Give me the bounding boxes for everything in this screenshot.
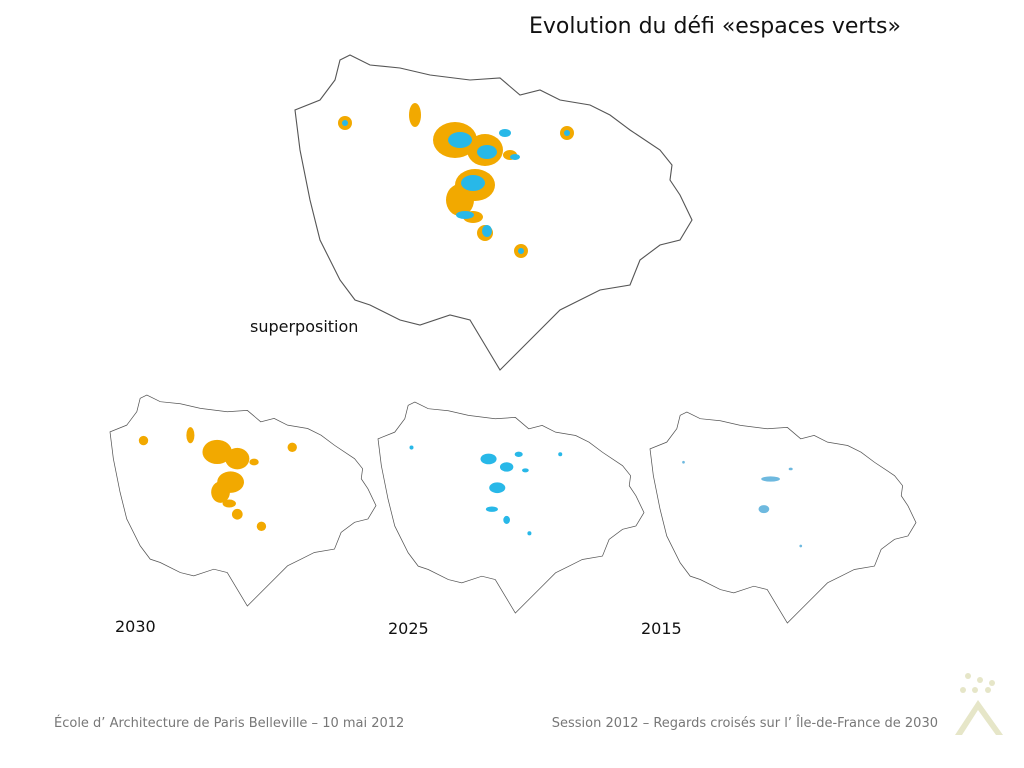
slide-title: Evolution du défi «espaces verts» (529, 14, 901, 39)
map-label: 2015 (641, 619, 682, 638)
map-2025 (377, 401, 645, 614)
map-2015 (649, 411, 917, 624)
map-label: 2025 (388, 619, 429, 638)
logo (955, 673, 1003, 735)
map-label: 2030 (115, 617, 156, 636)
map-label: superposition (250, 317, 358, 336)
map-2030 (109, 394, 377, 607)
footer-left: École d’ Architecture de Paris Bellevill… (54, 715, 404, 731)
footer-right: Session 2012 – Regards croisés sur l’ Îl… (552, 715, 938, 731)
